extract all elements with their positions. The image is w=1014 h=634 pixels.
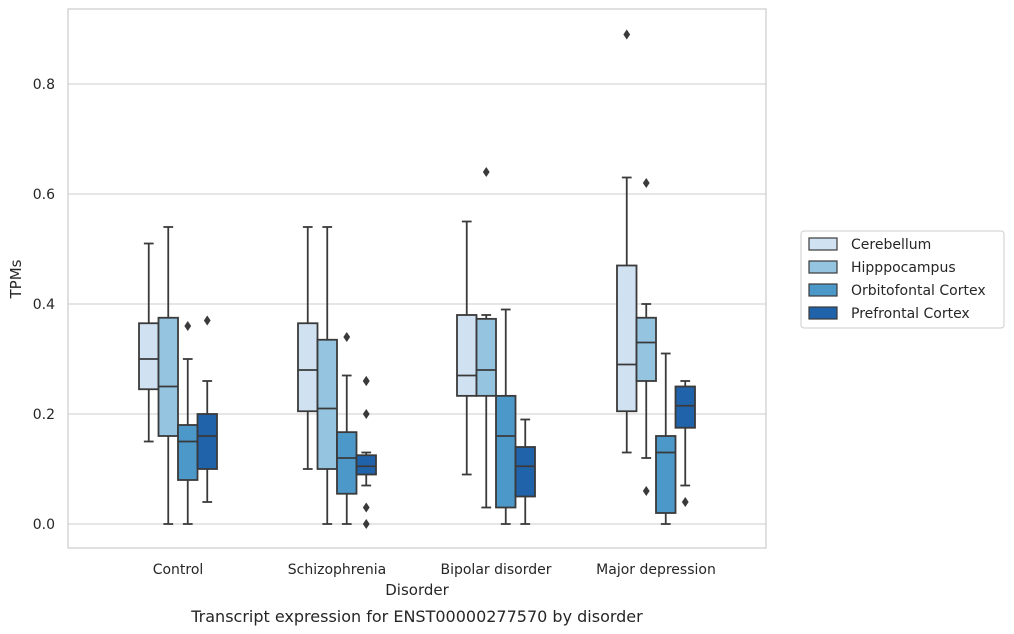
box-body	[355, 454, 377, 476]
legend-swatch	[808, 306, 838, 320]
outlier-point	[362, 519, 370, 529]
box-body	[514, 446, 536, 498]
outlier-point	[623, 29, 631, 40]
x-tick-label: Bipolar disorder	[440, 562, 551, 578]
box-body	[196, 413, 218, 470]
y-tick-label: 0.2	[33, 407, 55, 423]
box-0-1	[157, 226, 179, 525]
boxes	[138, 29, 696, 529]
box-3-2	[655, 352, 677, 525]
outlier-point	[362, 376, 370, 386]
box-0-2	[177, 321, 199, 525]
box-body	[456, 314, 478, 397]
box-body	[616, 264, 638, 413]
y-tick-label: 0.0	[33, 517, 55, 533]
box-3-1	[635, 178, 657, 496]
box-0-0	[138, 242, 160, 443]
outlier-point	[203, 315, 211, 326]
box-body	[138, 322, 160, 391]
box-2-0	[456, 220, 478, 476]
plot-frame	[67, 8, 767, 549]
box-body	[157, 316, 179, 437]
box-body	[316, 338, 338, 470]
box-body	[475, 317, 497, 397]
outlier-point	[362, 502, 370, 513]
legend-swatch	[808, 260, 838, 274]
legend-item: Orbitofontal Cortex	[808, 283, 986, 299]
y-axis-label: TPMs	[7, 259, 25, 299]
outlier-point	[642, 486, 650, 496]
outlier-point	[642, 178, 650, 188]
x-tick-label: Schizophrenia	[288, 562, 386, 578]
box-body	[655, 435, 677, 514]
outlier-point	[184, 321, 192, 331]
legend-label: Cerebellum	[851, 237, 931, 253]
legend-swatch	[808, 283, 838, 297]
box-body	[495, 394, 517, 509]
outlier-point	[362, 409, 370, 419]
y-tick-labels: 0.0 0.2 0.4 0.6 0.8	[33, 77, 55, 533]
box-body	[297, 322, 319, 413]
box-body	[674, 385, 696, 429]
x-tick-label: Major depression	[596, 562, 716, 578]
legend-label: Hipppocampus	[851, 260, 956, 276]
y-tick-label: 0.6	[33, 187, 55, 203]
box-body	[635, 316, 657, 382]
box-1-3	[355, 376, 377, 529]
y-tick-label: 0.4	[33, 297, 55, 313]
x-axis-label: Disorder	[385, 581, 449, 599]
legend-label: Orbitofontal Cortex	[851, 283, 986, 299]
box-body	[177, 424, 199, 481]
box-0-3	[196, 315, 218, 503]
x-tick-labels: Control Schizophrenia Bipolar disorder Majo…	[153, 562, 716, 578]
legend-label: Prefrontal Cortex	[851, 306, 970, 322]
box-3-0	[616, 29, 638, 454]
box-3-3	[674, 380, 696, 507]
box-2-1	[475, 167, 497, 509]
outlier-point	[681, 497, 689, 507]
box-1-2	[336, 332, 358, 525]
legend-frame	[800, 230, 1005, 329]
box-2-3	[514, 418, 536, 525]
legend-item: Hipppocampus	[808, 260, 956, 276]
legend-item: Prefrontal Cortex	[808, 306, 970, 322]
box-1-0	[297, 226, 319, 470]
legend-item: Cerebellum	[808, 237, 931, 253]
legend: Cerebellum Hipppocampus Orbitofontal Corte…	[800, 230, 1005, 329]
outlier-point	[482, 167, 490, 177]
box-body	[336, 431, 358, 495]
box-1-1	[316, 226, 338, 525]
gridlines	[68, 83, 766, 525]
x-tick-label: Control	[153, 562, 204, 578]
chart-caption: Transcript expression for ENST0000027757…	[190, 607, 643, 626]
y-tick-label: 0.8	[33, 77, 55, 93]
box-2-2	[495, 308, 517, 525]
outlier-point	[343, 332, 351, 342]
legend-swatch	[808, 237, 838, 251]
